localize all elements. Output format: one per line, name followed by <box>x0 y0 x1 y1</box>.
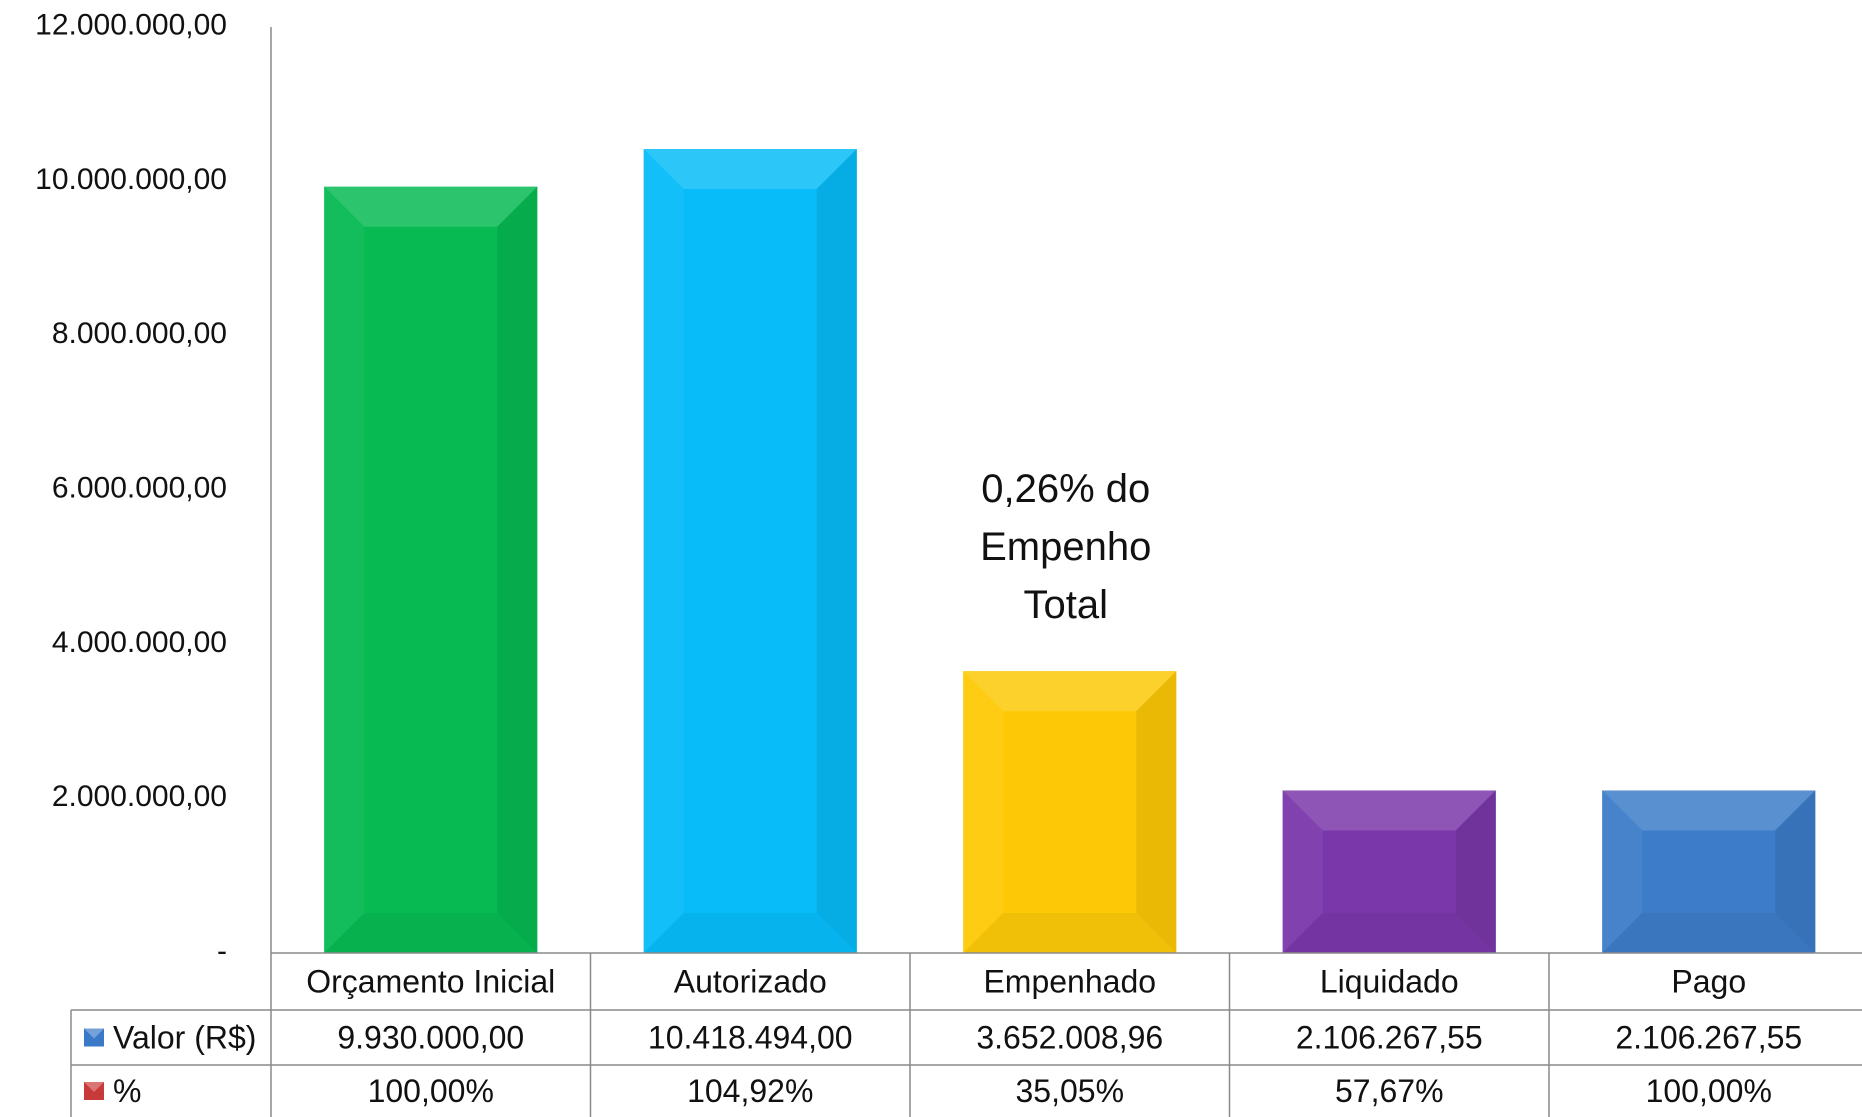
annotation-line: Total <box>1024 583 1109 627</box>
y-tick-label: 6.000.000,00 <box>52 472 227 505</box>
data-table-value: 3.652.008,96 <box>976 1020 1163 1056</box>
bar <box>963 671 1177 953</box>
bar-bevel-left <box>963 671 1004 953</box>
bar-bevel-top <box>963 671 1177 712</box>
bar <box>643 149 857 953</box>
y-tick-label: 12.000.000,00 <box>35 9 227 42</box>
data-table-percent: 35,05% <box>1015 1073 1124 1109</box>
legend-key-shine <box>84 1028 104 1039</box>
y-tick-label: 4.000.000,00 <box>52 626 227 659</box>
bar-bevel-right <box>1455 790 1496 953</box>
x-tick-label: Empenhado <box>983 964 1156 1000</box>
bar-bevel-left <box>1602 790 1643 953</box>
legend-key-shine <box>84 1082 104 1092</box>
data-table-value: 2.106.267,55 <box>1296 1020 1483 1056</box>
bar-bevel-bottom <box>643 913 857 953</box>
bar-bevel-right <box>1136 671 1177 953</box>
annotation-line: Empenho <box>980 525 1151 569</box>
bar-bevel-right <box>1775 790 1816 953</box>
y-tick-label: 8.000.000,00 <box>52 317 227 350</box>
x-tick-label: Liquidado <box>1320 964 1459 1000</box>
x-tick-label: Autorizado <box>674 964 827 1000</box>
y-tick-label: - <box>217 935 227 968</box>
bar-bevel-bottom <box>963 913 1177 953</box>
data-table-percent: 100,00% <box>368 1073 494 1109</box>
data-table-percent: 100,00% <box>1646 1073 1772 1109</box>
bar <box>324 186 538 954</box>
data-table-percent: 57,67% <box>1335 1073 1444 1109</box>
bar-bevel-top <box>324 186 538 227</box>
data-table-value: 9.930.000,00 <box>337 1020 524 1056</box>
bar <box>1282 790 1496 953</box>
data-table-value: 10.418.494,00 <box>648 1020 853 1056</box>
bar-bevel-top <box>1282 790 1496 831</box>
bar-bevel-bottom <box>324 913 538 953</box>
bar-bevel-bottom <box>1602 913 1816 953</box>
bar-bevel-left <box>643 149 684 953</box>
data-table-percent: 104,92% <box>687 1073 813 1109</box>
bar-bevel-top <box>643 149 857 190</box>
bar-bevel-top <box>1602 790 1816 831</box>
y-tick-label: 10.000.000,00 <box>35 163 227 196</box>
legend-label: Valor (R$) <box>113 1020 256 1056</box>
x-tick-label: Pago <box>1671 964 1746 1000</box>
bar-bevel-left <box>324 186 365 954</box>
bar-bevel-right <box>816 149 857 953</box>
y-tick-label: 2.000.000,00 <box>52 780 227 813</box>
bar <box>1602 790 1816 953</box>
bar-bevel-right <box>497 186 538 954</box>
annotation-line: 0,26% do <box>981 467 1150 511</box>
legend-label: % <box>113 1073 141 1109</box>
x-tick-label: Orçamento Inicial <box>306 964 555 1000</box>
bar-bevel-left <box>1282 790 1323 953</box>
data-table-value: 2.106.267,55 <box>1615 1020 1802 1056</box>
bar-bevel-bottom <box>1282 913 1496 953</box>
